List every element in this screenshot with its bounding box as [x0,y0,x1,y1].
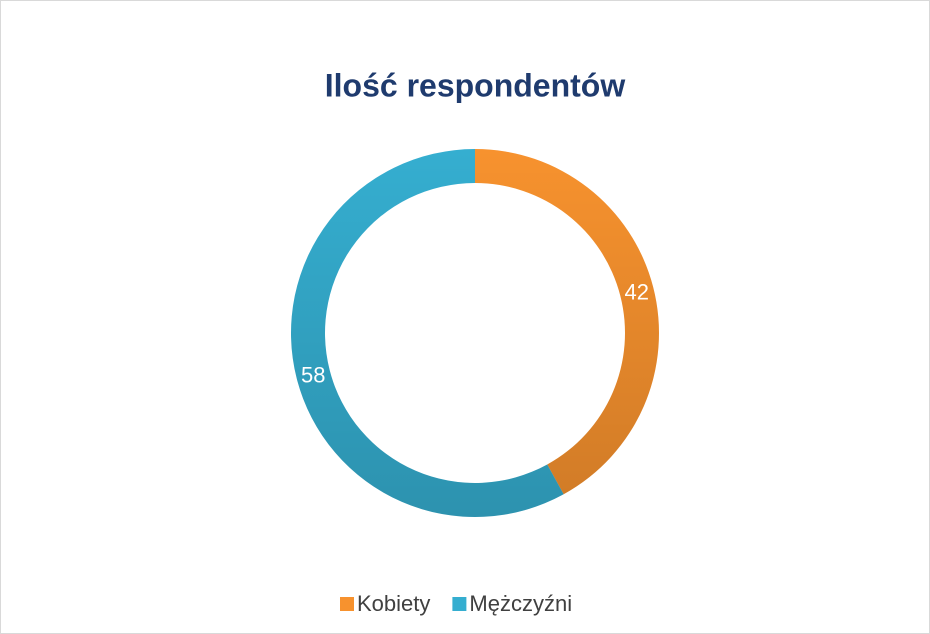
data-label: 58 [301,362,325,387]
legend-label: Mężczyźni [469,591,572,616]
chart-title: Ilość respondentów [325,67,626,103]
legend-label: Kobiety [357,591,430,616]
legend-swatch [452,597,467,611]
legend-swatch [340,597,354,611]
data-label: 42 [625,279,649,304]
